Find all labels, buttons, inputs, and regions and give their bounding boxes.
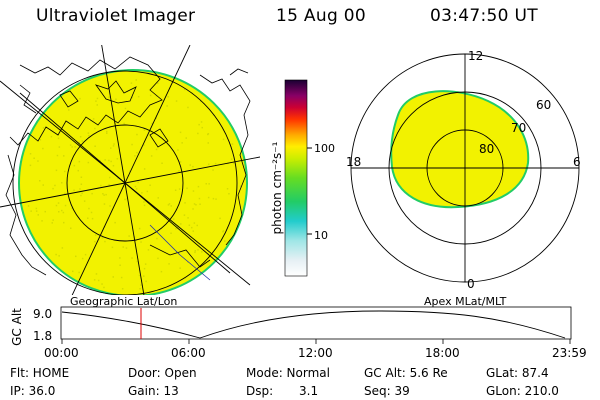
altitude-xtick-1200: 12:00 xyxy=(298,346,333,360)
mlat-label-60: 60 xyxy=(536,98,551,112)
colorbar-tick-10: 10 xyxy=(314,229,328,242)
door-info: Door: Open xyxy=(128,366,197,380)
mlat-mlt-polar-plot: 12 18 6 0 60 70 80 xyxy=(346,49,581,291)
gc-alt-info: GC Alt: 5.6 Re xyxy=(364,366,448,380)
altitude-plot xyxy=(60,306,572,344)
track-line xyxy=(149,224,211,281)
altitude-xtick-0000: 00:00 xyxy=(44,346,79,360)
colorbar-tick-100: 100 xyxy=(314,142,335,155)
mlt-label-18: 18 xyxy=(346,155,361,169)
mlat-label-70: 70 xyxy=(511,121,526,135)
altitude-xtick-0600: 06:00 xyxy=(171,346,206,360)
mlt-label-12: 12 xyxy=(468,49,483,63)
mlt-label-6: 6 xyxy=(573,155,581,169)
glat-info: GLat: 87.4 xyxy=(486,366,549,380)
mlt-label-0: 0 xyxy=(467,277,475,291)
auroral-oval xyxy=(390,90,530,209)
dsp-label: Dsp: xyxy=(246,384,274,398)
altitude-xtick-1800: 18:00 xyxy=(425,346,460,360)
ip-info: IP: 36.0 xyxy=(10,384,56,398)
geographic-map xyxy=(0,45,260,295)
mlat-label-80: 80 xyxy=(479,142,494,156)
colorbar xyxy=(284,79,312,277)
flight-info: Flt: HOME xyxy=(10,366,70,380)
altitude-ytick-high: 9.0 xyxy=(33,307,53,321)
geo-grid xyxy=(0,45,260,295)
time-label: 03:47:50 UT xyxy=(430,6,538,26)
geographic-label: Geographic Lat/Lon xyxy=(70,295,178,308)
image-speckle xyxy=(27,79,242,290)
uv-image-disc xyxy=(18,69,248,295)
gain-info: Gain: 13 xyxy=(128,384,179,398)
polar-grid xyxy=(350,53,580,283)
instrument-title: Ultraviolet Imager xyxy=(36,6,196,26)
altitude-xtick-2359: 23:59 xyxy=(552,346,587,360)
date-label: 15 Aug 00 xyxy=(276,6,366,26)
seq-info: Seq: 39 xyxy=(364,384,410,398)
altitude-curve xyxy=(61,310,566,339)
altitude-ytick-low: 1.8 xyxy=(33,329,53,343)
apex-label: Apex MLat/MLT xyxy=(424,295,507,308)
altitude-ylabel: GC Alt xyxy=(10,308,24,346)
dsp-value: 3.1 xyxy=(299,384,319,398)
mode-info: Mode: Normal xyxy=(246,366,330,380)
glon-info: GLon: 210.0 xyxy=(486,384,559,398)
colorbar-unit-label: photon cm⁻²s⁻¹ xyxy=(270,141,284,235)
